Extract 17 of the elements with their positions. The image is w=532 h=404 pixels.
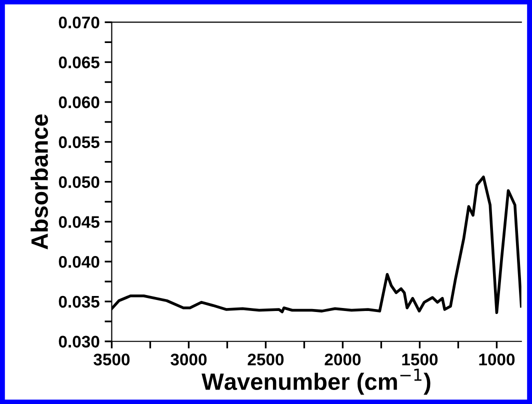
x-tick-label: 2000 — [324, 354, 361, 366]
x-tick-label: 2500 — [248, 354, 284, 366]
y-tick-label: 0.050 — [58, 176, 100, 188]
y-tick-label: 0.035 — [58, 296, 100, 308]
x-tick-label: 3500 — [94, 354, 130, 366]
y-axis-title: Absorbance — [30, 114, 48, 250]
x-tick-label: 3000 — [170, 354, 207, 366]
y-tick-label: 0.070 — [58, 16, 100, 28]
x-tick-label: 1500 — [402, 354, 438, 366]
y-tick-label: 0.030 — [58, 336, 100, 348]
y-tick-label: 0.060 — [58, 96, 100, 108]
y-tick-label: 0.045 — [58, 216, 100, 228]
x-tick-label: 1000 — [479, 354, 515, 366]
y-tick-label: 0.040 — [58, 256, 100, 268]
y-tick-label: 0.055 — [58, 136, 100, 148]
y-tick-label: 0.065 — [58, 56, 100, 68]
x-axis-title: Wavenumber (cm$^{−1}$) — [202, 368, 430, 395]
